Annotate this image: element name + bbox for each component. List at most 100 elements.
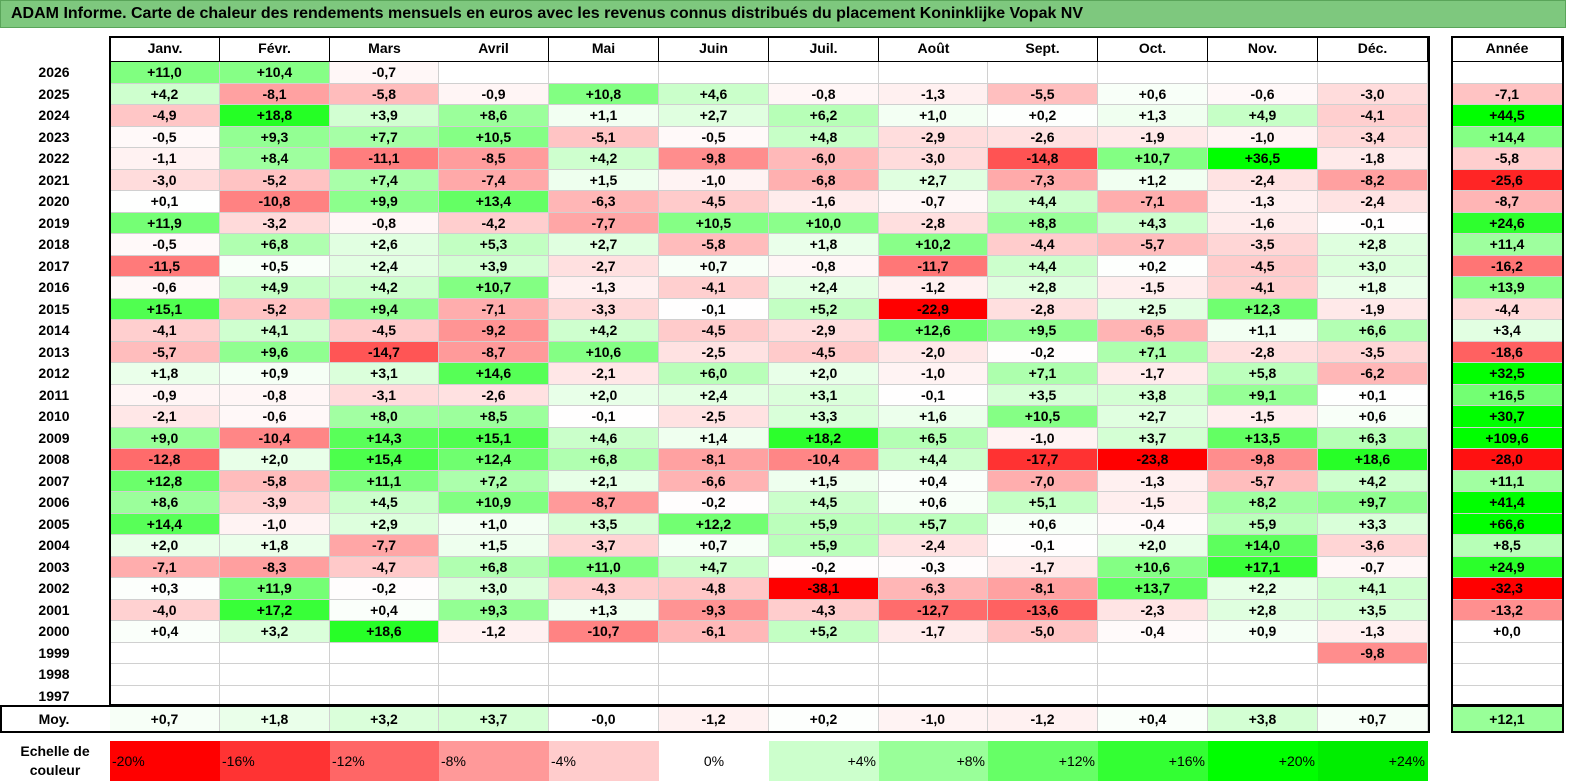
heatmap-cell: +14,6 bbox=[439, 363, 549, 385]
heatmap-cell: +4,6 bbox=[659, 84, 769, 105]
heatmap-cell: -4,3 bbox=[549, 578, 659, 600]
heatmap-cell: -0,6 bbox=[110, 277, 220, 299]
heatmap-cell: -0,1 bbox=[988, 535, 1098, 557]
average-cell: +0,7 bbox=[110, 706, 220, 732]
heatmap-cell: -0,3 bbox=[879, 557, 988, 578]
year-label: 2017 bbox=[38, 258, 70, 274]
heatmap-cell: +0,9 bbox=[1208, 621, 1318, 643]
heatmap-cell: -11,7 bbox=[879, 256, 988, 277]
heatmap-cell: -8,7 bbox=[549, 492, 659, 514]
heatmap-cell: -10,8 bbox=[220, 191, 330, 213]
heatmap-cell: -23,8 bbox=[1098, 449, 1208, 471]
heatmap-cell: +2,0 bbox=[110, 535, 220, 557]
year-header: Année bbox=[1452, 36, 1562, 62]
heatmap-cell: -8,7 bbox=[439, 342, 549, 363]
year-label: 2002 bbox=[38, 580, 70, 596]
heatmap-cell: -8,1 bbox=[659, 449, 769, 471]
scale-step: -12% bbox=[330, 741, 439, 781]
heatmap-cell: -9,2 bbox=[439, 320, 549, 342]
heatmap-cell: +4,9 bbox=[220, 277, 330, 299]
heatmap-cell bbox=[988, 664, 1098, 686]
heatmap-cell: +9,9 bbox=[330, 191, 439, 213]
heatmap-cell: +2,8 bbox=[1208, 600, 1318, 621]
heatmap-cell bbox=[1318, 62, 1428, 84]
heatmap-cell: -1,2 bbox=[879, 277, 988, 299]
heatmap-cell: -2,6 bbox=[439, 385, 549, 406]
heatmap-cell: +9,1 bbox=[1208, 385, 1318, 406]
annual-cell: +66,6 bbox=[1452, 514, 1562, 535]
heatmap-cell: +1,5 bbox=[549, 170, 659, 191]
heatmap-cell bbox=[1098, 62, 1208, 84]
heatmap-cell bbox=[659, 643, 769, 664]
heatmap-cell: +18,8 bbox=[220, 105, 330, 127]
heatmap-cell: -0,4 bbox=[1098, 621, 1208, 643]
heatmap-cell: -12,7 bbox=[879, 600, 988, 621]
heatmap-cell: -0,5 bbox=[110, 127, 220, 148]
year-label: 2010 bbox=[38, 408, 70, 424]
heatmap-cell: -4,5 bbox=[659, 320, 769, 342]
heatmap-cell: -0,8 bbox=[769, 256, 879, 277]
heatmap-cell: -0,8 bbox=[220, 385, 330, 406]
heatmap-cell: -5,7 bbox=[1208, 471, 1318, 492]
heatmap-cell: +13,4 bbox=[439, 191, 549, 213]
heatmap-cell: +10,5 bbox=[988, 406, 1098, 428]
year-label: 2012 bbox=[38, 365, 70, 381]
heatmap-cell: +3,0 bbox=[439, 578, 549, 600]
heatmap-cell: +2,9 bbox=[330, 514, 439, 535]
heatmap-cell: -2,9 bbox=[769, 320, 879, 342]
heatmap-cell: +1,1 bbox=[1208, 320, 1318, 342]
heatmap-cell: +5,1 bbox=[988, 492, 1098, 514]
month-header: Avril bbox=[439, 36, 549, 62]
heatmap-cell: -0,8 bbox=[330, 213, 439, 234]
heatmap-cell bbox=[1208, 62, 1318, 84]
heatmap-cell: -7,4 bbox=[439, 170, 549, 191]
heatmap-cell bbox=[1098, 664, 1208, 686]
average-cell: +3,7 bbox=[439, 706, 549, 732]
heatmap-cell: +10,8 bbox=[549, 84, 659, 105]
heatmap-cell: +8,6 bbox=[110, 492, 220, 514]
heatmap-cell bbox=[439, 664, 549, 686]
heatmap-cell: +4,4 bbox=[879, 449, 988, 471]
year-label: 2003 bbox=[38, 559, 70, 575]
heatmap-cell: +3,1 bbox=[330, 363, 439, 385]
heatmap-cell: +4,4 bbox=[988, 191, 1098, 213]
heatmap-cell: -12,8 bbox=[110, 449, 220, 471]
year-label: 2005 bbox=[38, 516, 70, 532]
year-label: 2018 bbox=[38, 236, 70, 252]
heatmap-cell: +15,1 bbox=[110, 299, 220, 320]
heatmap-cell: -5,1 bbox=[549, 127, 659, 148]
heatmap-cell: -0,7 bbox=[330, 62, 439, 84]
heatmap-cell: +2,0 bbox=[769, 363, 879, 385]
heatmap-cell: +9,3 bbox=[439, 600, 549, 621]
heatmap-cell: -4,3 bbox=[769, 600, 879, 621]
heatmap-cell: -8,5 bbox=[439, 148, 549, 170]
annual-cell: +109,6 bbox=[1452, 428, 1562, 449]
heatmap-cell: +4,3 bbox=[1098, 213, 1208, 234]
heatmap-cell: +18,2 bbox=[769, 428, 879, 449]
heatmap-cell: +9,0 bbox=[110, 428, 220, 449]
scale-label: Echelle de couleur bbox=[20, 743, 90, 778]
heatmap-cell: -3,2 bbox=[220, 213, 330, 234]
annual-cell bbox=[1452, 643, 1562, 664]
heatmap-cell: +6,8 bbox=[220, 234, 330, 256]
year-label: 2011 bbox=[38, 387, 70, 403]
heatmap-cell: +8,5 bbox=[439, 406, 549, 428]
heatmap-cell: -4,5 bbox=[659, 191, 769, 213]
heatmap-cell: +2,7 bbox=[1098, 406, 1208, 428]
heatmap-cell: -3,4 bbox=[1318, 127, 1428, 148]
heatmap-cell: -1,1 bbox=[110, 148, 220, 170]
heatmap-cell: +3,8 bbox=[1098, 385, 1208, 406]
heatmap-cell: +10,9 bbox=[439, 492, 549, 514]
month-header: Janv. bbox=[110, 36, 220, 62]
heatmap-cell bbox=[879, 62, 988, 84]
heatmap-cell: -14,7 bbox=[330, 342, 439, 363]
year-label: 2006 bbox=[38, 494, 70, 510]
annual-cell bbox=[1452, 686, 1562, 707]
heatmap-cell: -1,0 bbox=[220, 514, 330, 535]
heatmap-cell: -4,5 bbox=[1208, 256, 1318, 277]
heatmap-cell: -0,1 bbox=[1318, 213, 1428, 234]
heatmap-cell: +6,2 bbox=[769, 105, 879, 127]
heatmap-cell: +0,4 bbox=[879, 471, 988, 492]
annual-cell: -8,7 bbox=[1452, 191, 1562, 213]
annual-cell bbox=[1452, 62, 1562, 84]
